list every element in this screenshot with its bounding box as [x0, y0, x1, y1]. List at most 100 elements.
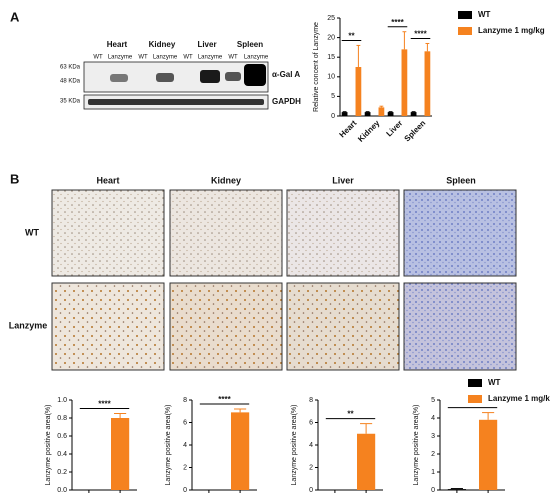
y-tick-label: 6 [309, 419, 313, 426]
legend-label: WT [478, 10, 491, 19]
micrograph [403, 189, 517, 277]
y-tick-label: 3 [431, 433, 435, 440]
tissue-label: Spleen [237, 40, 263, 49]
y-axis-label: Lanzyme positive area(%) [165, 405, 172, 486]
y-tick-label: 8 [309, 397, 313, 404]
bar [410, 112, 417, 116]
panel-label: B [10, 171, 19, 186]
lane-label: WT [183, 55, 193, 61]
protein-label: α-Gal A [272, 70, 300, 79]
y-tick-label: 10 [327, 74, 335, 81]
y-tick-label: 8 [183, 397, 187, 404]
y-tick-label: 6 [183, 419, 187, 426]
protein-label: GAPDH [272, 97, 301, 106]
bar [231, 412, 250, 490]
y-tick-label: 4 [431, 415, 435, 422]
column-label: Liver [332, 175, 354, 185]
band [156, 73, 174, 82]
y-tick-label: 15 [327, 54, 335, 61]
column-label: Heart [96, 175, 119, 185]
bar [364, 112, 371, 116]
y-tick-label: 0.4 [57, 451, 67, 458]
y-tick-label: 0 [431, 487, 435, 494]
y-axis-label: Lanzyme positive area(%) [45, 405, 52, 486]
band [110, 74, 128, 82]
band [244, 64, 266, 86]
marker-label: 35 KDa [60, 99, 81, 105]
bar [387, 112, 394, 116]
y-tick-label: 2 [431, 451, 435, 458]
y-tick-label: 1 [431, 469, 435, 476]
lane-label: Lanzyme [198, 55, 223, 61]
y-tick-label: 0.0 [57, 487, 67, 494]
y-axis-label: Lanzyme positive area(%) [291, 405, 298, 486]
bar [378, 107, 385, 116]
bar [341, 112, 348, 116]
significance-label: **** [218, 395, 231, 404]
y-tick-label: 2 [309, 464, 313, 471]
micrograph [403, 282, 517, 371]
band [200, 70, 220, 83]
histology-grid: Heart Kidney Liver Spleen WT Lanzyme [9, 175, 517, 371]
western-blot: Heart Kidney Liver Spleen WT Lanzyme WT … [60, 40, 301, 110]
bar [357, 433, 376, 490]
micrograph [286, 189, 400, 277]
micrograph [169, 189, 283, 277]
y-tick-label: 0 [331, 113, 335, 120]
significance-label: ** [347, 410, 354, 419]
lane-label: Lanzyme [153, 55, 178, 61]
tissue-label: Kidney [149, 40, 176, 49]
significance-label: **** [391, 18, 404, 27]
y-axis-label: Relative concent of Lanzyme [313, 22, 320, 112]
lane-label: WT [228, 55, 238, 61]
column-label: Kidney [211, 175, 241, 185]
bar [401, 49, 408, 116]
marker-label: 48 KDa [60, 79, 81, 85]
y-tick-label: 5 [431, 397, 435, 404]
y-tick-label: 4 [183, 442, 187, 449]
lane-label: Lanzyme [108, 55, 133, 61]
y-tick-label: 0 [183, 487, 187, 494]
lane-label: Lanzyme [244, 55, 269, 61]
bar [355, 67, 362, 116]
row-label: Lanzyme [9, 320, 48, 330]
y-tick-label: 0 [309, 487, 313, 494]
micrograph [169, 282, 283, 371]
tissue-label: Liver [197, 40, 216, 49]
micrograph [51, 189, 165, 277]
y-tick-label: 20 [327, 34, 335, 41]
bar [447, 489, 466, 490]
legend-label: WT [488, 378, 501, 387]
y-axis-label: Lanzyme positive area(%) [413, 405, 420, 486]
x-tick-label: Kidney [356, 118, 382, 144]
y-tick-label: 0.8 [57, 415, 67, 422]
bar [111, 418, 130, 490]
band [225, 72, 241, 81]
legend-label: Lanzyme 1 mg/kg [478, 26, 545, 35]
significance-label: **** [98, 400, 111, 409]
legend-swatch [458, 11, 472, 19]
y-tick-label: 0.6 [57, 433, 67, 440]
x-tick-label: Spleen [402, 118, 427, 143]
y-tick-label: 1.0 [57, 397, 67, 404]
y-tick-label: 5 [331, 93, 335, 100]
y-tick-label: 0.2 [57, 469, 67, 476]
x-tick-label: Heart [338, 118, 359, 139]
y-tick-label: 4 [309, 442, 313, 449]
y-tick-label: 25 [327, 15, 335, 22]
tissue-label: Heart [107, 40, 128, 49]
micrograph [286, 282, 400, 371]
micrograph [51, 282, 165, 371]
legend-label: Lanzyme 1 mg/kg [488, 394, 550, 403]
marker-label: 63 KDa [60, 65, 81, 71]
lane-label: WT [93, 55, 103, 61]
y-tick-label: 2 [183, 464, 187, 471]
significance-label: **** [414, 30, 427, 39]
legend-swatch [468, 379, 482, 387]
lane-label: WT [138, 55, 148, 61]
bar [424, 51, 431, 116]
significance-label: ** [348, 32, 355, 41]
x-tick-label: Liver [385, 119, 405, 139]
panel-label: A [10, 9, 20, 24]
